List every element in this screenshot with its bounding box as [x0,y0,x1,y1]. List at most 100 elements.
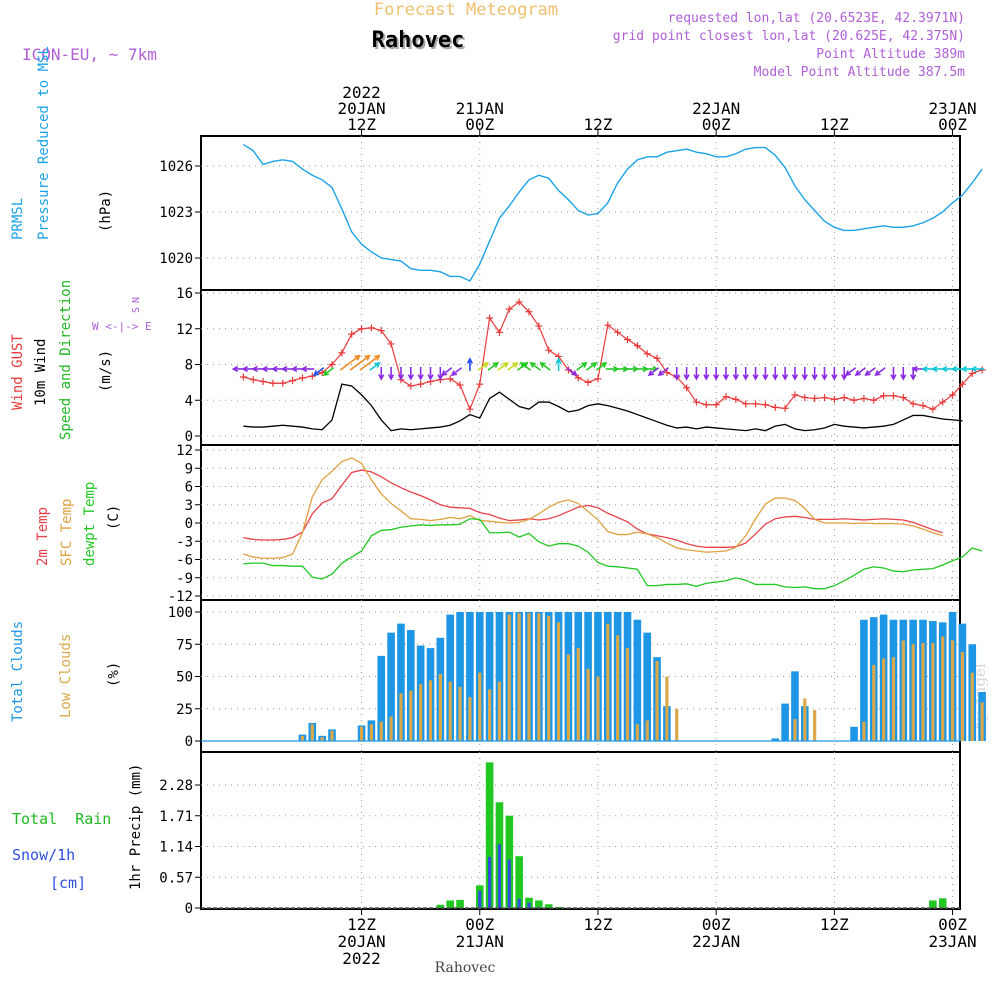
low-clouds-bar [310,724,314,741]
low-clouds-bar [803,698,807,741]
wind-vector [451,367,463,376]
top-time-label: 23JAN [928,99,976,118]
wind-gust-marker [850,396,858,404]
wind-gust-marker [732,395,740,403]
wind-gust-marker [643,350,651,358]
wind-vector-head [931,365,938,373]
low-clouds-bar [448,681,452,741]
clouds-ytick-label: 0 [185,734,193,750]
temperature-ytick-label: 6 [185,480,193,496]
location-name: Rahovec [372,28,465,53]
total-clouds-bar [860,619,868,741]
snow-bar [497,844,502,908]
wind-vector-head [874,370,881,376]
wind-vector-head [752,374,759,381]
temp-2m-line [243,469,943,548]
low-clouds-bar [527,613,531,741]
bottom-time-label: 23JAN [928,932,976,951]
wind-gust-marker [801,394,809,402]
low-clouds-bar [300,735,305,741]
compass-west-east: W <-|-> E [92,320,152,333]
wind-ytick-label: 8 [185,358,193,374]
wind-vector [845,367,857,376]
pressure-ytick-label: 1023 [159,205,193,221]
wind-vector-head [374,354,381,361]
wind-gust-marker [466,405,474,413]
wind-vector [540,362,551,371]
wind-gust-marker [377,327,385,335]
clouds-ytick-label: 75 [176,637,193,653]
low-clouds-bar [547,615,551,741]
wind-direction-label: Speed and Direction [58,280,74,440]
wind-vector-head [519,361,527,368]
low-clouds-bar [556,622,561,741]
low-clouds-bar [468,697,472,741]
wind-gust-marker [624,335,632,343]
wind-vector-head [772,374,779,381]
pressure-line [242,143,983,282]
wind-vector [313,367,325,376]
wind-gust-label: Wind GUST [10,334,26,410]
rain-bar [515,856,523,908]
wind-vector-head [427,374,434,381]
low-clouds-bar [635,724,639,741]
top-time-label: 21JAN [456,99,504,118]
wind-vector-head [261,365,268,373]
precipitation-ytick-label: 1.14 [159,840,193,856]
wind-gust-marker [860,394,868,402]
total-clouds-bar [397,623,405,741]
low-clouds-bar [379,721,383,741]
wind-vector-head [571,370,578,376]
wind-gust-marker [239,373,247,381]
grid-point-coordinates: grid point closest lon,lat (20.625E, 42.… [613,29,965,44]
wind-vector-head [950,365,958,373]
low-clouds-bar [655,661,659,741]
cloud-labels: Total Clouds Low Clouds (%) [10,621,122,722]
wind-vector-head [782,374,789,381]
low-clouds-bar [369,724,374,741]
pressure-ytick-label: 1020 [159,251,193,267]
low-clouds-bar [576,648,580,741]
meteogram-title: Forecast Meteogram [374,0,558,20]
low-clouds-bar [478,672,482,741]
low-clouds-bar [330,730,334,741]
wind-vector-head [921,365,928,373]
wind-vector-head [683,374,690,381]
bottom-time-label: 00Z [938,915,967,934]
wind-vector-head [502,361,509,368]
temperature-ytick-label: 3 [185,498,193,514]
low-clouds-bar [911,644,915,741]
bottom-time-label: 21JAN [456,932,504,951]
top-time-label: 2022 [342,83,381,102]
wind-vector [530,362,541,371]
temperature-ytick-label: 9 [185,461,193,477]
wind-gust-marker [417,380,425,388]
low-clouds-bar [960,651,965,741]
temp-unit: (C) [106,505,122,530]
low-clouds-bar [616,635,620,741]
wind-vector-head [854,370,861,376]
wind-gust-line [243,301,983,411]
wind-ytick-label: 12 [176,322,193,338]
wind-vector-head [466,357,474,364]
low-clouds-bar [596,676,600,741]
temperature-ytick-label: -9 [176,571,193,587]
wind-vector-head [539,361,546,368]
wind-vector-head [450,370,458,376]
clouds-ytick-label: 25 [176,702,193,718]
snow-bar [488,856,492,908]
model-name: ICON-EU, ~ 7km [22,45,157,64]
pressure-unit: (hPa) [98,190,114,232]
point-altitude: Point Altitude 389m [816,47,965,62]
footer-location: Rahovec [435,960,496,976]
rain-bar [535,900,543,908]
low-clouds-bar [419,684,423,741]
wind-vector [323,367,335,376]
wind-vector-head [647,370,655,376]
wind-vector [865,367,876,376]
wind-vector [339,355,360,371]
low-clouds-bar [941,636,945,741]
wind-vector-head [911,365,918,373]
wind-vector [566,367,577,376]
pressure-ytick-label: 1026 [159,159,193,175]
